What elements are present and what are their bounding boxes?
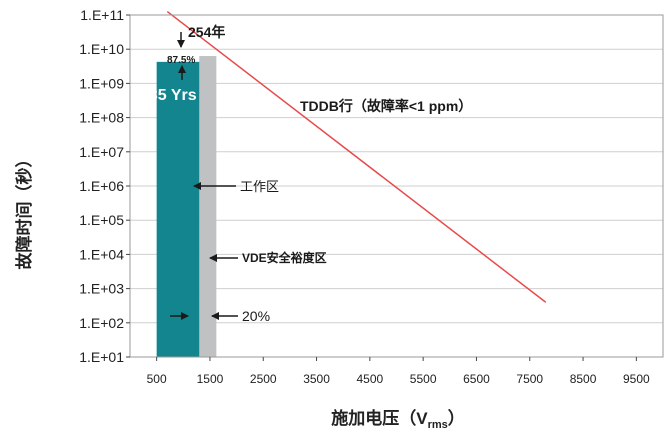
label-work-zone: 工作区 xyxy=(240,179,279,194)
y-tick-label-3: 1.E+04 xyxy=(79,246,124,262)
y-tick-label-5: 1.E+06 xyxy=(79,178,124,194)
y-tick-label-1: 1.E+02 xyxy=(79,315,124,331)
x-tick-label-5: 5500 xyxy=(410,372,437,386)
y-tick-label-6: 1.E+07 xyxy=(79,144,124,160)
x-tick-label-7: 7500 xyxy=(516,372,543,386)
x-tick-label-2: 2500 xyxy=(250,372,277,386)
regions xyxy=(156,56,217,357)
x-tick-label-6: 6500 xyxy=(463,372,490,386)
y-tick-label-8: 1.E+09 xyxy=(79,75,124,91)
x-tick-label-4: 4500 xyxy=(356,372,383,386)
x-tick-label-3: 3500 xyxy=(303,372,330,386)
x-tick-label-8: 8500 xyxy=(570,372,597,386)
y-tick-label-4: 1.E+05 xyxy=(79,212,124,228)
y-tick-labels: 1.E+01 1.E+02 1.E+03 1.E+04 1.E+05 1.E+06 1.E+… xyxy=(79,7,130,365)
label-tddb-line: TDDB行（故障率<1 ppm） xyxy=(300,98,472,114)
x-axis-title-subscript: rms xyxy=(428,419,448,431)
label-20-percent: 20% xyxy=(242,308,270,324)
y-tick-label-2: 1.E+03 xyxy=(79,281,124,297)
x-tick-labels: 500 1500 2500 3500 4500 5500 6500 7500 8500 9500 xyxy=(147,357,650,386)
x-axis-title: 施加电压（Vrms） xyxy=(331,408,465,431)
region-bar-1 xyxy=(156,61,200,357)
region-bar-0 xyxy=(199,56,217,357)
y-tick-label-0: 1.E+01 xyxy=(79,349,124,365)
y-tick-label-9: 1.E+10 xyxy=(79,41,124,57)
annotation-135-yrs: 135 Yrs xyxy=(140,87,197,104)
x-tick-label-9: 9500 xyxy=(623,372,650,386)
x-tick-label-0: 500 xyxy=(147,372,167,386)
y-axis-title: 故障时间（秒） xyxy=(14,151,34,270)
y-tick-label-7: 1.E+08 xyxy=(79,110,124,126)
annotation-arrows xyxy=(170,32,238,320)
annotation-254-years: 254年 xyxy=(188,24,225,40)
annotation-87-5-percent: 87.5% xyxy=(167,55,195,66)
y-tick-label-10: 1.E+11 xyxy=(80,7,124,23)
series-line-0 xyxy=(166,10,547,303)
series-layer xyxy=(166,10,547,303)
x-tick-label-1: 1500 xyxy=(197,372,224,386)
label-margin-zone: VDE安全裕度区 xyxy=(242,250,327,265)
